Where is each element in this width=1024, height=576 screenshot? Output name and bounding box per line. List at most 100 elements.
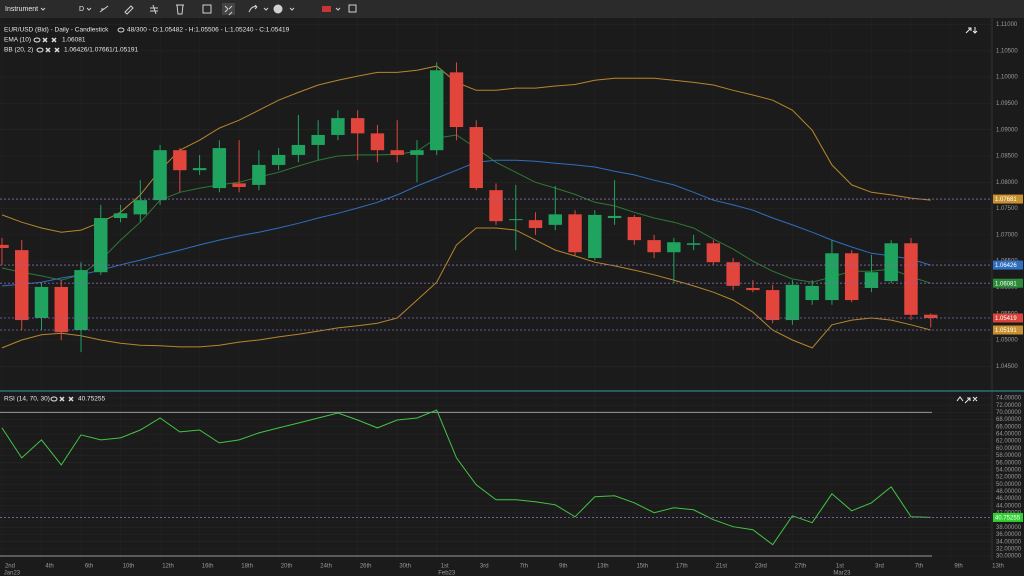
y-tick-label: 46.00000	[996, 496, 1022, 502]
price-tag	[993, 194, 1023, 204]
x-tick-label: 10th	[123, 564, 135, 570]
delete-tool[interactable]	[176, 4, 184, 15]
candle-body	[884, 243, 898, 282]
x-tick-label: 27th	[795, 564, 807, 570]
x-tick-label: 13th	[597, 564, 609, 570]
rsi-line	[1, 409, 931, 546]
candle-body	[232, 183, 246, 188]
active-tool-bg	[222, 3, 235, 15]
candle-body	[568, 214, 582, 253]
visibility-icon[interactable]	[117, 27, 125, 33]
y-tick-label: 1.08000	[996, 180, 1018, 186]
theme-tool[interactable]	[273, 4, 283, 14]
x-tick-label: 24th	[320, 564, 332, 570]
y-tick-label: 1.06000	[996, 285, 1018, 291]
indicator-name: BB (20, 2)	[4, 47, 33, 54]
x-tick-label: 9th	[954, 564, 962, 570]
candle-body	[429, 70, 444, 151]
fib-tool[interactable]	[150, 4, 158, 15]
candle-body	[74, 270, 88, 331]
panel-controls[interactable]	[956, 396, 978, 404]
candle-body	[785, 284, 800, 321]
x-tick-label: 2nd	[5, 564, 15, 570]
price-tag	[993, 313, 1023, 323]
rsi-value: 40.75255	[78, 396, 105, 403]
candle-body	[192, 168, 207, 171]
candle-body	[271, 154, 286, 165]
measure-tool[interactable]	[124, 5, 134, 15]
indicator-icons	[50, 396, 74, 402]
indicator-value: 1.06081	[62, 37, 86, 44]
candle-body	[113, 213, 128, 219]
toolbar-bg	[0, 0, 1024, 18]
language-flag[interactable]	[322, 6, 331, 12]
price-tag-label: 1.06081	[995, 281, 1017, 287]
price-tag	[993, 260, 1023, 270]
settings-icon[interactable]	[68, 396, 74, 402]
caret	[263, 7, 341, 11]
visibility-icon[interactable]	[36, 47, 44, 53]
candle-body	[54, 286, 68, 333]
toolbar: Instrument D	[0, 0, 1024, 18]
candle-body	[133, 200, 148, 215]
remove-icon[interactable]	[59, 396, 65, 402]
x-tick-label: 26th	[360, 564, 372, 570]
y-tick-label: 36.00000	[996, 532, 1022, 538]
x-tick-label: 7th	[520, 564, 528, 570]
panel-controls[interactable]	[965, 27, 978, 34]
candle-body	[331, 118, 345, 135]
y-tick-label: 54.00000	[996, 467, 1022, 473]
layout-tool[interactable]	[202, 4, 212, 14]
y-tick-label: 38.00000	[996, 525, 1022, 531]
x-tick-label: 13th	[992, 564, 1004, 570]
y-tick-label: 68.00000	[996, 417, 1022, 423]
settings-icon[interactable]	[51, 37, 57, 43]
y-tick-label: 66.00000	[996, 424, 1022, 430]
candle-body	[686, 243, 701, 245]
y-tick-label: 70.00000	[996, 410, 1022, 416]
y-tick-label: 1.08500	[996, 154, 1018, 160]
x-tick-label: 12th	[162, 564, 174, 570]
instrument-menu[interactable]: Instrument	[5, 6, 38, 13]
candle-body	[627, 216, 642, 241]
window-tool[interactable]	[348, 4, 357, 13]
candle-body	[904, 243, 918, 315]
x-tick-label: 4th	[45, 564, 53, 570]
x-tick-label: 1st	[836, 564, 844, 570]
x-month-label: Feb23	[438, 571, 456, 576]
visibility-icon[interactable]	[33, 37, 41, 43]
draw-line-tool[interactable]	[99, 5, 109, 13]
candle-body	[825, 253, 839, 301]
share-tool[interactable]	[248, 4, 258, 13]
candle-body	[647, 240, 661, 253]
candle-body	[350, 118, 365, 134]
x-month-label: Mar23	[833, 571, 851, 576]
remove-icon[interactable]	[45, 47, 51, 53]
x-tick-label: 3rd	[875, 564, 884, 570]
candle-body	[844, 253, 859, 301]
settings-icon[interactable]	[54, 47, 60, 53]
timeframe-menu[interactable]: D	[79, 6, 84, 13]
y-tick-label: 72.00000	[996, 403, 1022, 409]
fit-tool[interactable]	[224, 5, 233, 16]
y-tick-label: 1.11000	[996, 22, 1018, 28]
price-tag	[993, 278, 1023, 288]
x-tick-label: 15th	[636, 564, 648, 570]
candle-body	[864, 272, 879, 288]
price-tag	[993, 512, 1023, 522]
indicator-line	[1, 159, 931, 287]
candle-body	[706, 243, 721, 263]
candle-body	[805, 285, 819, 301]
price-tag-label: 1.07681	[995, 197, 1017, 203]
y-tick-label: 30.00000	[996, 554, 1022, 560]
remove-icon[interactable]	[42, 37, 48, 43]
candle-body	[469, 127, 483, 189]
y-tick-label: 74.00000	[996, 396, 1022, 402]
candle-body	[370, 133, 385, 151]
candle-body	[252, 164, 266, 185]
x-tick-label: 16th	[202, 564, 214, 570]
visibility-icon[interactable]	[50, 396, 58, 402]
y-tick-label: 64.00000	[996, 432, 1022, 438]
candle-body	[489, 190, 503, 222]
